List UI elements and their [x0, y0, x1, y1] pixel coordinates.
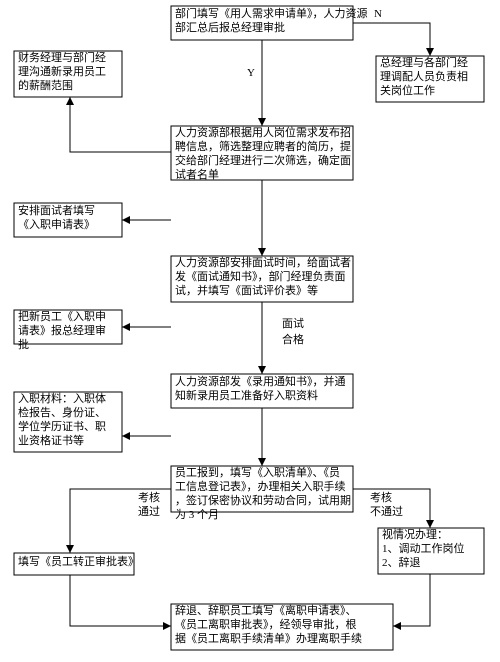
node-text-n9-0: 入职材料：入职体 [18, 391, 106, 405]
node-text-n3-2: 的薪酬范围 [18, 78, 73, 92]
node-text-n3-1: 理沟通新录用员工 [18, 64, 106, 78]
edge-label-eK2: 通过 [138, 505, 160, 518]
node-text-n3-0: 财务经理与部门经 [18, 50, 106, 64]
node-n9: 入职材料：入职体检报告、身份证、学位学历证书、职业资格证书等 [14, 391, 122, 452]
node-text-n4-2: 交给部门经理进行二次筛选，确定面 [175, 153, 351, 167]
arrowhead [426, 520, 434, 528]
node-text-n1-1: 部汇总后报总经理审批 [175, 20, 285, 34]
node-n12: 填写《员工转正审批表》 [14, 553, 139, 575]
node-text-n6-0: 人力资源部安排面试时间，给面试者 [175, 255, 351, 269]
node-text-n11-0: 视情况办理： [382, 527, 448, 541]
node-text-n2-2: 关岗位工作 [380, 83, 435, 97]
node-text-n13-1: 《员工离职审批表》，经领导审批，根 [175, 617, 357, 631]
edge-label-eN: N [374, 8, 382, 20]
flow-edge-0 [353, 23, 430, 56]
node-text-n6-2: 试，并填写《面试评价表》等 [175, 283, 318, 297]
node-text-n9-2: 学位学历证书、职 [18, 419, 106, 433]
node-text-n7-1: 请表》报总经理审 [18, 323, 106, 337]
flow-edge-12 [70, 575, 171, 626]
node-n10: 员工报到，填写《入职清单》、《员工信息登记表》，办理相关入职手续，签订保密协议和… [171, 465, 353, 521]
node-text-n10-1: 工信息登记表》，办理相关入职手续 [175, 479, 346, 493]
arrowhead [258, 366, 266, 374]
edge-label-eY: Y [247, 67, 255, 79]
node-text-n5-1: 《入职申请表》 [18, 217, 95, 231]
node-text-n10-0: 员工报到，填写《入职清单》、《员 [175, 465, 340, 479]
flow-edge-2 [70, 97, 171, 152]
node-text-n10-2: ，签订保密协议和劳动合同，试用期 [175, 493, 351, 507]
node-text-n8-1: 知新录用员工准备好入职资料 [175, 388, 318, 402]
node-n4: 人力资源部根据用人岗位需求发布招聘信息，筛选整理应聘者的简历，提交给部门经理进行… [171, 125, 353, 181]
arrowhead [258, 458, 266, 466]
node-text-n5-0: 安排面试者填写 [18, 203, 95, 217]
node-n3: 财务经理与部门经理沟通新录用员工的薪酬范围 [14, 50, 122, 97]
node-text-n13-0: 辞退、辞职员工填写《离职申请表》、 [175, 603, 357, 617]
arrowhead [122, 216, 130, 224]
edge-label-eK4: 不通过 [370, 505, 403, 518]
node-text-n2-0: 总经理与各部门经 [380, 55, 468, 69]
node-text-n11-2: 2、辞退 [382, 555, 421, 569]
edge-label-eK3: 考核 [370, 490, 392, 504]
node-text-n4-1: 聘信息，筛选整理应聘者的简历，提 [175, 139, 351, 153]
node-text-n2-1: 理调配人员负责相 [380, 69, 468, 83]
arrowhead [258, 118, 266, 126]
node-text-n9-1: 检报告、身份证、 [18, 405, 106, 419]
node-n8: 人力资源部发《录用通知书》，并通知新录用员工准备好入职资料 [171, 374, 353, 408]
edge-label-eM2: 合格 [282, 332, 304, 346]
arrowhead [66, 545, 74, 553]
arrowhead [66, 97, 74, 105]
node-text-n9-3: 业资格证书等 [18, 433, 84, 447]
node-text-n1-0: 部门填写《用人需求申请单》，人力资源 [175, 6, 368, 20]
node-text-n13-2: 据《员工离职手续清单》办理离职手续 [175, 631, 362, 645]
node-n13: 辞退、辞职员工填写《离职申请表》、《员工离职审批表》，经领导审批，根据《员工离职… [171, 603, 393, 650]
node-text-n12-0: 填写《员工转正审批表》 [18, 554, 139, 568]
node-n5: 安排面试者填写《入职申请表》 [14, 203, 122, 237]
node-text-n8-0: 人力资源部发《录用通知书》，并通 [175, 374, 346, 388]
node-text-n10-3: 为 3 个月 [175, 508, 219, 521]
arrowhead [163, 622, 171, 630]
node-n2: 总经理与各部门经理调配人员负责相关岗位工作 [376, 55, 484, 102]
flow-edge-11 [393, 574, 430, 626]
node-n11: 视情况办理：1、调动工作岗位2、辞退 [378, 527, 484, 574]
node-text-n6-1: 发《面试通知书》，部门经理负责面 [175, 269, 346, 283]
arrowhead [426, 48, 434, 56]
node-text-n7-0: 把新员工《入职申 [18, 309, 106, 323]
node-text-n7-2: 批 [18, 337, 29, 351]
node-text-n11-1: 1、调动工作岗位 [382, 541, 465, 555]
node-text-n4-0: 人力资源部根据用人岗位需求发布招 [175, 125, 351, 139]
node-n1: 部门填写《用人需求申请单》，人力资源部汇总后报总经理审批 [171, 6, 368, 40]
arrowhead [393, 622, 401, 630]
edge-label-eM1: 面试 [282, 317, 304, 330]
arrowhead [258, 248, 266, 256]
arrowhead [122, 323, 130, 331]
edge-label-eK1: 考核 [138, 490, 160, 504]
node-text-n4-3: 试者名单 [175, 167, 219, 181]
node-n6: 人力资源部安排面试时间，给面试者发《面试通知书》，部门经理负责面试，并填写《面试… [171, 255, 353, 302]
node-n7: 把新员工《入职申请表》报总经理审批 [14, 309, 122, 351]
arrowhead [122, 432, 130, 440]
